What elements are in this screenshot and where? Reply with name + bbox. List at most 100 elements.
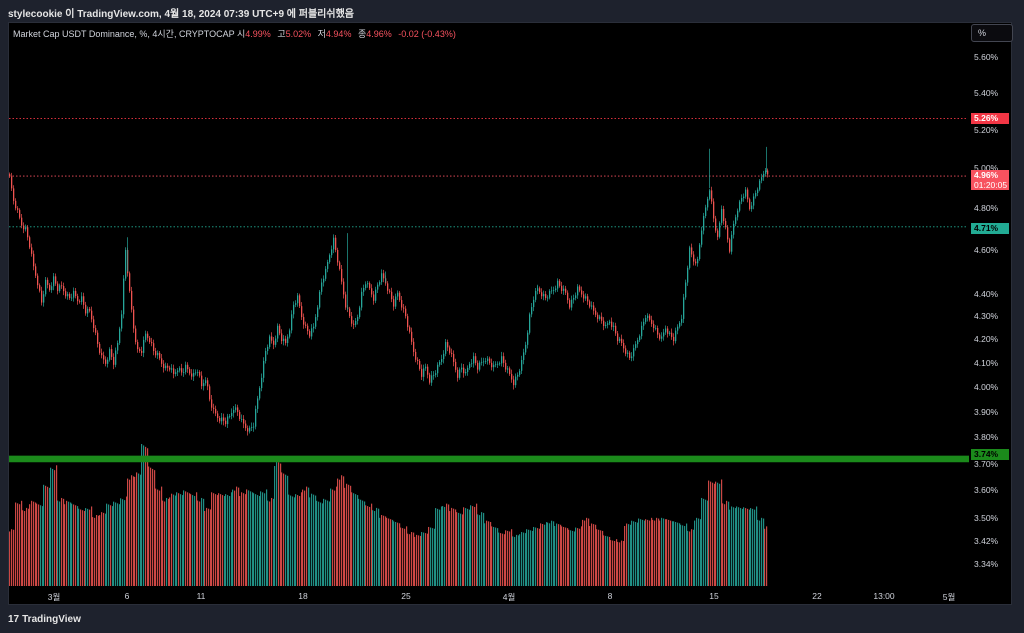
volume-bar xyxy=(215,494,217,586)
volume-bar xyxy=(61,497,63,586)
candle-body xyxy=(237,407,239,412)
candle-body xyxy=(661,336,663,339)
candle-body xyxy=(317,307,319,318)
price-tick-label: 3.70% xyxy=(974,458,999,469)
volume-bar xyxy=(722,503,724,586)
volume-bar xyxy=(355,494,357,586)
volume-bar xyxy=(512,536,514,586)
candle-body xyxy=(297,295,299,304)
candle-body xyxy=(543,294,545,297)
volume-bar xyxy=(658,518,660,586)
volume-bar xyxy=(393,521,395,586)
volume-bar xyxy=(388,518,390,586)
candle-body xyxy=(99,343,101,353)
candle-body xyxy=(531,307,533,315)
candle-body xyxy=(357,317,359,321)
volume-bar xyxy=(362,500,364,586)
volume-bar xyxy=(416,534,418,586)
volume-bar xyxy=(680,524,682,586)
candle-body xyxy=(481,361,483,363)
candle-body xyxy=(195,372,197,374)
volume-bar xyxy=(607,536,609,586)
volume-bar xyxy=(124,500,126,586)
volume-bar xyxy=(752,508,754,586)
candle-body xyxy=(409,327,411,332)
change-value: -0.02 (-0.43%) xyxy=(398,29,456,39)
volume-bar xyxy=(94,517,96,586)
candle-body xyxy=(417,359,419,361)
candle-body xyxy=(391,291,393,300)
candle-body xyxy=(201,375,203,387)
volume-bar xyxy=(563,526,565,586)
candle-body xyxy=(175,372,177,374)
candle-body xyxy=(71,297,73,299)
volume-bar xyxy=(411,532,413,586)
volume-bar xyxy=(336,486,338,586)
percent-scale-button[interactable]: % xyxy=(971,24,1013,42)
volume-bar xyxy=(50,467,52,586)
candle-body xyxy=(47,279,49,285)
candle-body xyxy=(701,230,703,245)
candle-body xyxy=(619,338,621,342)
candle-body xyxy=(427,366,429,375)
candle-body xyxy=(405,308,407,317)
volume-bar xyxy=(603,535,605,586)
volume-bar xyxy=(224,496,226,586)
candle-body xyxy=(129,273,131,291)
volume-bar xyxy=(217,495,219,586)
volume-bar xyxy=(66,500,68,586)
candle-body xyxy=(249,427,251,432)
volume-bar xyxy=(581,526,583,586)
volume-bar xyxy=(329,501,331,586)
tradingview-logo[interactable]: 17 TradingView xyxy=(8,614,81,625)
footer-bar xyxy=(0,605,1024,633)
candle-body xyxy=(687,267,689,283)
volume-bar xyxy=(518,535,520,586)
candle-body xyxy=(53,276,55,287)
volume-bar xyxy=(392,519,394,586)
volume-bar xyxy=(574,531,576,586)
candle-body xyxy=(255,408,257,427)
candle-body xyxy=(765,170,767,174)
candle-body xyxy=(507,368,509,370)
candle-body xyxy=(581,290,583,295)
price-tick-label: 5.20% xyxy=(974,124,999,135)
volume-bar xyxy=(633,521,635,586)
chart-pane[interactable] xyxy=(8,22,1012,605)
symbol-legend: Market Cap USDT Dominance, %, 4시간, CRYPT… xyxy=(13,27,460,40)
volume-bar xyxy=(257,495,259,586)
volume-bar xyxy=(234,490,236,586)
price-tick-label: 3.90% xyxy=(974,406,999,417)
candle-body xyxy=(629,352,631,359)
volume-bar xyxy=(365,505,367,586)
candle-body xyxy=(603,320,605,327)
candle-body xyxy=(545,294,547,299)
volume-bar xyxy=(582,519,584,586)
volume-bar xyxy=(439,509,441,586)
volume-bar xyxy=(708,480,710,586)
candle-body xyxy=(115,350,117,365)
volume-bar xyxy=(612,540,614,586)
volume-bar xyxy=(222,495,224,586)
candle-body xyxy=(579,286,581,291)
volume-bar xyxy=(47,486,49,586)
candle-body xyxy=(389,290,391,292)
candle-body xyxy=(599,316,601,319)
volume-bar xyxy=(456,512,458,586)
volume-bar xyxy=(707,500,709,586)
volume-bar xyxy=(628,524,630,586)
price-tick-label: 3.50% xyxy=(974,513,999,524)
volume-bar xyxy=(729,509,731,586)
volume-bar xyxy=(397,522,399,586)
volume-bar xyxy=(535,527,537,586)
candle-body xyxy=(623,342,625,349)
candle-body xyxy=(367,283,369,285)
volume-bar xyxy=(421,532,423,586)
volume-bar xyxy=(761,517,763,586)
volume-bar xyxy=(544,524,546,586)
open-label: 시 xyxy=(236,29,246,39)
volume-bar xyxy=(227,495,229,586)
candle-body xyxy=(23,225,25,230)
volume-bar xyxy=(469,509,471,586)
candle-body xyxy=(643,321,645,326)
